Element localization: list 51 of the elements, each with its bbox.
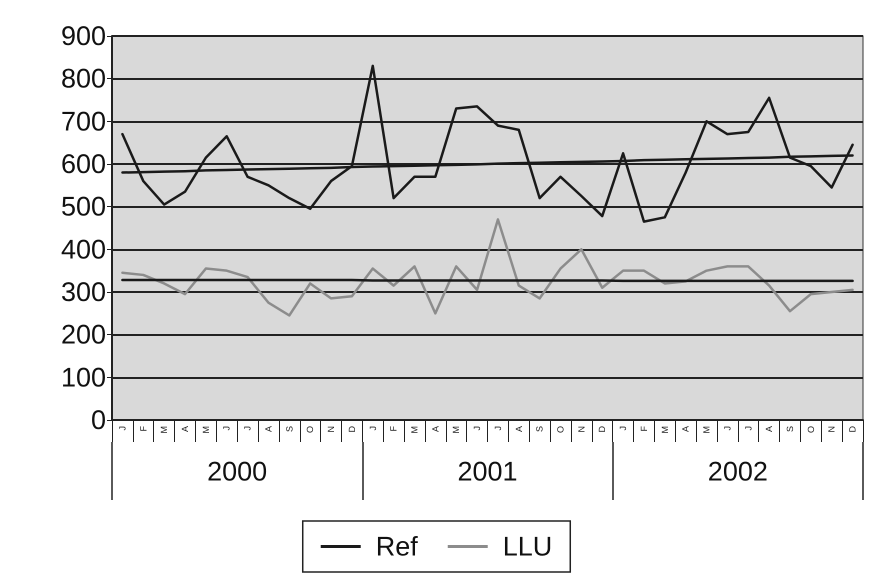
x-tick-label: S — [784, 426, 795, 432]
y-tick-label: 300 — [60, 277, 106, 307]
x-tick-label: J — [222, 426, 232, 430]
x-tick-label: J — [472, 426, 482, 430]
x-tick-label: M — [200, 426, 211, 434]
y-tick-label: 800 — [60, 64, 106, 94]
text: 2000 — [207, 456, 268, 486]
x-tick-label: O — [305, 426, 316, 434]
y-tick-label: 400 — [60, 234, 106, 264]
x-tick-label: M — [660, 426, 670, 434]
x-tick-label: O — [806, 426, 816, 434]
x-tick-label: A — [680, 426, 691, 432]
y-tick-label: 100 — [60, 362, 106, 392]
x-tick-label: M — [159, 426, 170, 434]
legend-label: Ref — [376, 532, 418, 562]
y-tick-label: 700 — [60, 106, 106, 136]
x-tick-label: D — [848, 426, 858, 432]
x-tick-label: S — [534, 426, 545, 432]
x-tick-label: A — [764, 426, 774, 432]
x-tick-label: J — [618, 426, 628, 430]
x-tick-label: J — [492, 426, 503, 430]
x-tick-label: M — [409, 426, 420, 434]
x-tick-label: M — [451, 426, 462, 434]
x-tick-label: J — [117, 426, 128, 430]
x-tick-label: J — [722, 426, 732, 430]
x-tick-label: J — [743, 426, 754, 430]
x-tick-label: M — [702, 426, 712, 434]
x-tick-label: A — [514, 426, 524, 432]
y-tick-label: 900 — [60, 21, 106, 51]
y-tick-label: 0 — [90, 405, 106, 435]
legend-label: LLU — [502, 532, 552, 562]
x-tick-label: F — [638, 426, 649, 432]
x-tick-label: A — [430, 426, 440, 432]
x-tick-label: J — [242, 426, 253, 430]
x-tick-label: A — [263, 426, 274, 432]
text: 2002 — [708, 456, 768, 486]
x-tick-label: D — [597, 426, 608, 432]
x-tick-label: N — [326, 426, 336, 432]
x-tick-label: F — [388, 426, 399, 432]
y-tick-label: 200 — [60, 320, 106, 350]
y-tick-label: 600 — [60, 149, 106, 179]
x-tick-label: O — [556, 426, 566, 434]
x-tick-label: S — [284, 426, 294, 432]
y-tick-label: 500 — [60, 192, 106, 222]
x-tick-label: N — [576, 426, 586, 432]
x-tick-label: J — [368, 426, 378, 430]
x-tick-label: A — [180, 426, 190, 432]
text: 2001 — [457, 456, 518, 486]
x-tick-label: D — [346, 426, 357, 432]
x-tick-label: N — [826, 426, 837, 432]
x-tick-label: F — [138, 426, 148, 432]
